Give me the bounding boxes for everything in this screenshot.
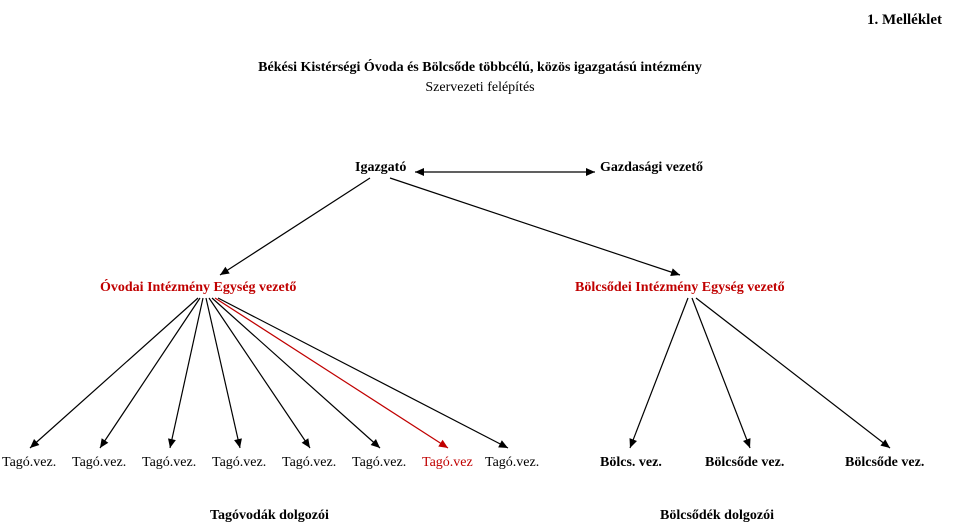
leaf-6: Tagó.vez: [422, 455, 473, 471]
leaf-4: Tagó.vez.: [282, 455, 336, 471]
leaf-3: Tagó.vez.: [212, 455, 266, 471]
leaf-5: Tagó.vez.: [352, 455, 406, 471]
leaf-10: Bölcsőde vez.: [845, 455, 924, 471]
leaf-0: Tagó.vez.: [2, 455, 56, 471]
page-header-right: 1. Melléklet: [867, 12, 942, 29]
leaf-2: Tagó.vez.: [142, 455, 196, 471]
leaf-8: Bölcs. vez.: [600, 455, 662, 471]
leaf-9: Bölcsőde vez.: [705, 455, 784, 471]
node-bolcsodei: Bölcsődei Intézmény Egység vezető: [575, 280, 785, 296]
diagram-canvas: 1. Melléklet Békési Kistérségi Óvoda és …: [0, 0, 960, 531]
node-igazgato: Igazgató: [355, 160, 406, 176]
diagram-title: Békési Kistérségi Óvoda és Bölcsőde több…: [0, 60, 960, 76]
leaf-1: Tagó.vez.: [72, 455, 126, 471]
leaf-7: Tagó.vez.: [485, 455, 539, 471]
node-footer_left: Tagóvodák dolgozói: [210, 508, 329, 524]
node-footer_right: Bölcsődék dolgozói: [660, 508, 774, 524]
node-gazdvez: Gazdasági vezető: [600, 160, 703, 176]
diagram-subtitle: Szervezeti felépítés: [0, 80, 960, 96]
node-ovodai: Óvodai Intézmény Egység vezető: [100, 280, 296, 296]
